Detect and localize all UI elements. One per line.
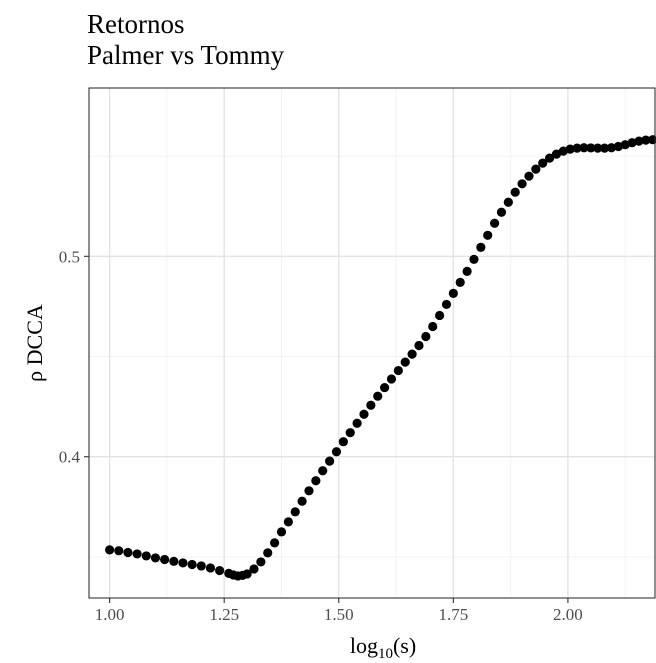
data-point: [359, 409, 369, 419]
data-point: [407, 349, 417, 359]
data-point: [414, 340, 424, 351]
panel-border: [88, 87, 656, 599]
data-point: [613, 141, 623, 152]
data-point: [187, 559, 197, 570]
x-axis-title: log10(s): [350, 633, 416, 662]
data-points: [105, 135, 656, 581]
data-point: [380, 382, 390, 393]
data-point: [386, 374, 397, 384]
data-point: [503, 197, 513, 207]
y-tick-label: 0.5: [59, 247, 80, 266]
data-point: [150, 553, 161, 563]
data-point: [469, 254, 479, 264]
data-point: [123, 547, 133, 558]
data-point: [648, 135, 656, 145]
chart-title-block: Retornos Palmer vs Tommy: [87, 9, 284, 71]
data-point: [283, 517, 293, 527]
data-point: [496, 207, 507, 217]
data-point: [489, 218, 500, 228]
grid: [89, 88, 655, 598]
data-point: [290, 507, 300, 517]
data-point: [311, 476, 321, 486]
data-point: [366, 400, 376, 410]
data-point: [242, 569, 252, 579]
chart-title: Retornos: [87, 9, 185, 39]
x-tick-label: 1.00: [95, 605, 125, 624]
data-point: [352, 418, 362, 428]
y-axis-title: ρ DCCA: [22, 304, 47, 382]
data-point: [114, 546, 124, 556]
data-point: [249, 564, 259, 574]
data-point: [400, 357, 410, 367]
data-point: [331, 447, 342, 457]
data-point: [421, 331, 431, 342]
x-axis-title-main: log: [350, 633, 378, 658]
chart-subtitle: Palmer vs Tommy: [87, 40, 285, 70]
data-point: [270, 538, 280, 548]
data-point: [531, 164, 541, 174]
data-point: [510, 187, 520, 197]
data-point: [593, 143, 603, 153]
data-point: [297, 496, 307, 506]
data-point: [160, 554, 170, 565]
data-point: [263, 548, 273, 558]
data-point: [641, 135, 651, 145]
y-tick-label: 0.4: [59, 448, 81, 467]
data-point: [215, 565, 225, 576]
data-point: [178, 558, 188, 568]
data-point: [627, 138, 637, 148]
data-point: [544, 153, 555, 163]
data-point: [448, 288, 458, 299]
data-point: [565, 144, 575, 154]
data-point: [517, 179, 527, 189]
data-point: [524, 171, 534, 181]
x-axis-title-suffix: (s): [393, 633, 416, 658]
data-point: [441, 299, 452, 310]
data-point: [276, 527, 287, 537]
data-point: [572, 143, 582, 153]
x-tick-label: 1.50: [324, 605, 354, 624]
x-axis-title-subscript: 10: [378, 646, 393, 662]
x-tick-label: 1.75: [438, 605, 468, 624]
data-point: [551, 149, 562, 159]
data-point: [455, 277, 465, 287]
data-point: [141, 551, 151, 561]
data-point: [579, 143, 589, 153]
data-point: [169, 556, 179, 566]
data-point: [373, 391, 383, 401]
data-point: [338, 437, 348, 447]
data-point: [132, 549, 142, 559]
data-point: [393, 365, 403, 376]
data-point: [256, 557, 266, 567]
data-point: [345, 428, 355, 438]
data-point: [476, 242, 486, 252]
data-point: [586, 143, 596, 153]
data-point: [599, 143, 610, 153]
data-point: [205, 563, 216, 573]
axis-ticks: 1.00 1.25 1.50 1.75 2.00 0.4 0.5: [59, 247, 583, 624]
x-tick-label: 2.00: [553, 605, 583, 624]
data-point: [196, 561, 206, 571]
data-point: [105, 545, 115, 555]
data-point: [606, 143, 617, 153]
data-point: [634, 136, 644, 146]
data-point: [483, 230, 493, 240]
data-point: [538, 158, 548, 168]
data-point: [304, 486, 314, 496]
data-point: [462, 266, 472, 276]
data-point: [428, 321, 438, 332]
x-tick-label: 1.25: [209, 605, 239, 624]
data-point: [325, 456, 335, 466]
data-point: [434, 310, 445, 321]
data-point: [318, 466, 328, 476]
